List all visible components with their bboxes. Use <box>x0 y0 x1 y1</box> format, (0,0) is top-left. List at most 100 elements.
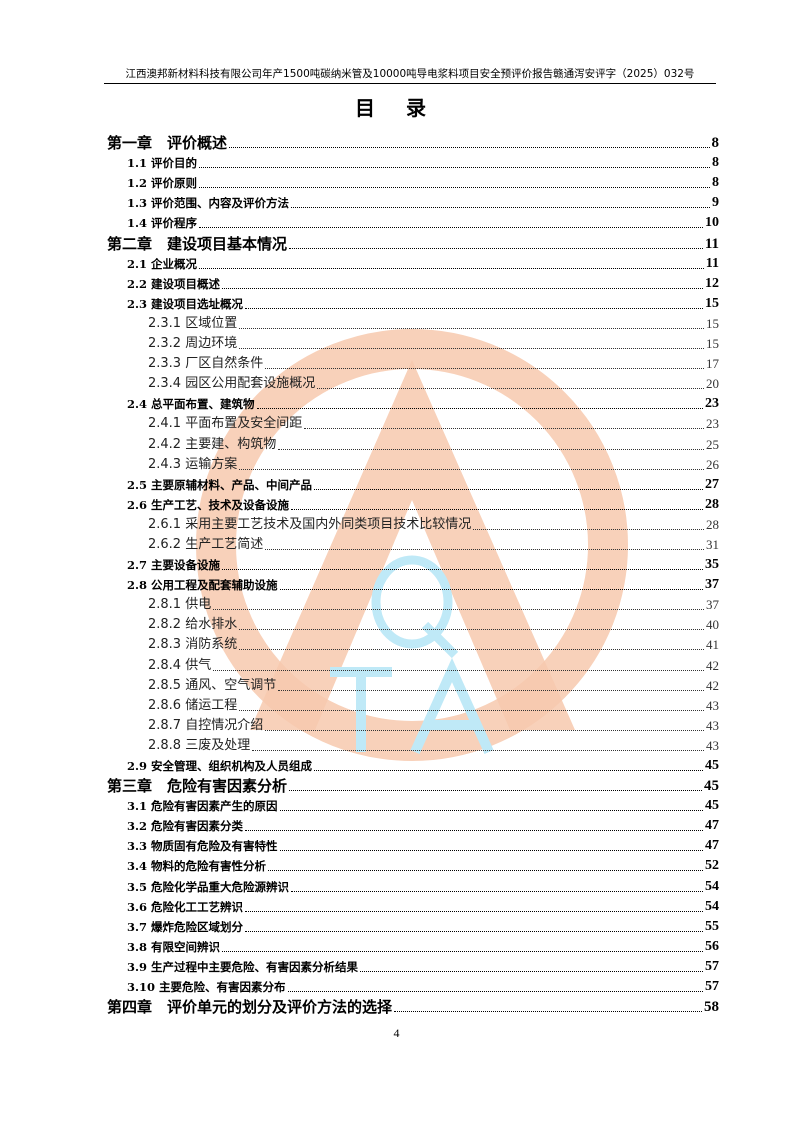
dot-leader <box>239 327 704 329</box>
toc-entry[interactable]: 2.8.1 供电 37 <box>107 595 719 615</box>
document-header: 江西澳邦新材料科技有限公司年产1500吨碳纳米管及10000吨导电浆料项目安全预… <box>104 66 716 84</box>
dot-leader <box>252 749 704 751</box>
toc-entry[interactable]: 2.2 建设项目概述 12 <box>107 274 719 294</box>
dot-leader <box>314 488 703 490</box>
toc-entry-page: 43 <box>706 737 719 753</box>
toc-entry[interactable]: 2.7 主要设备设施 35 <box>107 555 719 575</box>
dot-leader <box>314 770 703 771</box>
toc-entry-page: 57 <box>705 979 719 995</box>
toc-entry-page: 42 <box>706 677 719 693</box>
toc-entry-page: 11 <box>705 255 719 271</box>
toc-entry-label: 2.3.1 区域位置 <box>148 315 238 331</box>
toc-entry[interactable]: 2.8.7 自控情况介绍 43 <box>107 716 719 736</box>
toc-entry-label: 第二章 建设项目基本情况 <box>107 234 288 253</box>
toc-entry[interactable]: 2.8.6 储运工程 43 <box>107 696 719 716</box>
toc-entry-label: 2.3.4 园区公用配套设施概况 <box>148 376 316 392</box>
toc-entry-page: 47 <box>705 838 719 854</box>
toc-entry-label: 3.10 主要危险、有害因素分布 <box>127 980 286 995</box>
toc-entry-page: 31 <box>706 536 719 552</box>
toc-entry-label: 2.9 安全管理、组织机构及人员组成 <box>127 759 313 773</box>
toc-entry-page: 8 <box>711 135 720 152</box>
toc-entry[interactable]: 第四章 评价单元的划分及评价方法的选择 58 <box>107 997 719 1017</box>
toc-entry[interactable]: 1.3 评价范围、内容及评价方法 9 <box>107 193 719 213</box>
dot-leader <box>222 287 703 289</box>
toc-entry-page: 55 <box>705 918 719 934</box>
toc-entry-label: 2.8.4 供气 <box>148 657 212 673</box>
toc-entry[interactable]: 3.9 生产过程中主要危险、有害因素分析结果 57 <box>107 957 719 977</box>
toc-entry[interactable]: 3.5 危险化学品重大危险源辨识 54 <box>107 876 719 896</box>
toc-entry[interactable]: 2.8.8 三废及处理 43 <box>107 736 719 756</box>
toc-entry[interactable]: 2.6 生产工艺、技术及设备设施 28 <box>107 495 719 515</box>
toc-entry-label: 第四章 评价单元的划分及评价方法的选择 <box>107 998 393 1017</box>
toc-entry-label: 第三章 危险有害因素分析 <box>107 777 288 796</box>
dot-leader <box>289 790 702 792</box>
toc-entry-page: 43 <box>706 717 719 733</box>
dot-leader <box>213 609 704 611</box>
toc-entry-page: 42 <box>706 657 719 673</box>
toc-entry[interactable]: 3.10 主要危险、有害因素分布 57 <box>107 977 719 997</box>
toc-entry[interactable]: 2.9 安全管理、组织机构及人员组成 45 <box>107 756 719 776</box>
dot-leader <box>245 930 703 932</box>
toc-entry[interactable]: 2.5 主要原辅材料、产品、中间产品 27 <box>107 475 719 495</box>
toc-entry[interactable]: 3.8 有限空间辨识 56 <box>107 937 719 957</box>
toc-entry[interactable]: 2.8.3 消防系统 41 <box>107 635 719 655</box>
dot-leader <box>245 830 703 832</box>
toc-entry[interactable]: 2.8.2 给水排水 40 <box>107 615 719 635</box>
toc-entry-label: 3.2 危险有害因素分类 <box>127 819 244 834</box>
toc-entry[interactable]: 1.1 评价目的 8 <box>107 153 719 173</box>
toc-entry-label: 2.8.7 自控情况介绍 <box>148 717 264 733</box>
dot-leader <box>239 348 704 350</box>
toc-entry[interactable]: 第二章 建设项目基本情况 11 <box>107 233 719 253</box>
toc-entry-label: 2.8 公用工程及配套辅助设施 <box>127 578 278 593</box>
dot-leader <box>279 589 703 591</box>
toc-entry-page: 43 <box>706 697 719 713</box>
dot-leader <box>265 368 704 370</box>
toc-entry[interactable]: 3.4 物料的危险有害性分析 52 <box>107 856 719 876</box>
toc-entry[interactable]: 2.3.3 厂区自然条件 17 <box>107 354 719 374</box>
toc-entry[interactable]: 2.8.4 供气 42 <box>107 655 719 675</box>
toc-entry-page: 41 <box>706 637 719 653</box>
toc-entry-label: 2.6.2 生产工艺简述 <box>148 536 264 552</box>
toc-entry-label: 2.4.2 主要建、构筑物 <box>148 436 277 452</box>
toc-entry-label: 1.2 评价原则 <box>127 176 198 191</box>
toc-entry[interactable]: 3.6 危险化工工艺辨识 54 <box>107 897 719 917</box>
dot-leader <box>317 388 704 390</box>
toc-entry[interactable]: 2.1 企业概况 11 <box>107 254 719 274</box>
toc-entry-page: 15 <box>706 315 719 331</box>
toc-entry[interactable]: 3.7 爆炸危险区域划分 55 <box>107 917 719 937</box>
dot-leader <box>199 187 710 189</box>
toc-entry[interactable]: 2.4.2 主要建、构筑物 25 <box>107 434 719 454</box>
toc-entry[interactable]: 第三章 危险有害因素分析 45 <box>107 776 719 796</box>
toc-entry-label: 2.4.1 平面布置及安全间距 <box>148 416 303 432</box>
toc-entry-page: 9 <box>712 195 719 211</box>
toc-entry-page: 28 <box>705 496 719 512</box>
toc-entry[interactable]: 2.3.4 园区公用配套设施概况 20 <box>107 374 719 394</box>
toc-entry[interactable]: 3.1 危险有害因素产生的原因 45 <box>107 796 719 816</box>
toc-entry[interactable]: 2.4.3 运输方案 26 <box>107 455 719 475</box>
toc-entry[interactable]: 2.3.1 区域位置 15 <box>107 314 719 334</box>
toc-entry-page: 12 <box>705 275 719 291</box>
toc-entry[interactable]: 2.6.1 采用主要工艺技术及国内外同类项目技术比较情况 28 <box>107 515 719 535</box>
toc-entry[interactable]: 2.6.2 生产工艺简述 31 <box>107 535 719 555</box>
toc-entry[interactable]: 2.8 公用工程及配套辅助设施 37 <box>107 575 719 595</box>
toc-entry[interactable]: 1.2 评价原则 8 <box>107 173 719 193</box>
dot-leader <box>239 468 704 470</box>
toc-entry[interactable]: 2.4 总平面布置、建筑物 23 <box>107 394 719 414</box>
toc-entry[interactable]: 1.4 评价程序 10 <box>107 213 719 233</box>
dot-leader <box>279 850 703 852</box>
toc-entry[interactable]: 3.3 物质固有危险及有害特性 47 <box>107 836 719 856</box>
dot-leader <box>473 528 704 530</box>
toc-entry[interactable]: 2.8.5 通风、空气调节 42 <box>107 676 719 696</box>
toc-entry-page: 11 <box>704 235 719 252</box>
toc-entry[interactable]: 3.2 危险有害因素分类 47 <box>107 816 719 836</box>
toc-entry[interactable]: 2.4.1 平面布置及安全间距 23 <box>107 414 719 434</box>
toc-entry-page: 8 <box>712 155 719 171</box>
toc-entry-page: 47 <box>705 818 719 834</box>
toc-entry[interactable]: 2.3.2 周边环境 15 <box>107 334 719 354</box>
dot-leader <box>222 950 703 952</box>
toc-entry[interactable]: 2.3 建设项目选址概况 15 <box>107 294 719 314</box>
toc-entry-page: 15 <box>705 295 719 311</box>
toc-entry[interactable]: 第一章 评价概述 8 <box>107 133 719 153</box>
dot-leader <box>278 689 704 691</box>
dot-leader <box>268 870 703 872</box>
